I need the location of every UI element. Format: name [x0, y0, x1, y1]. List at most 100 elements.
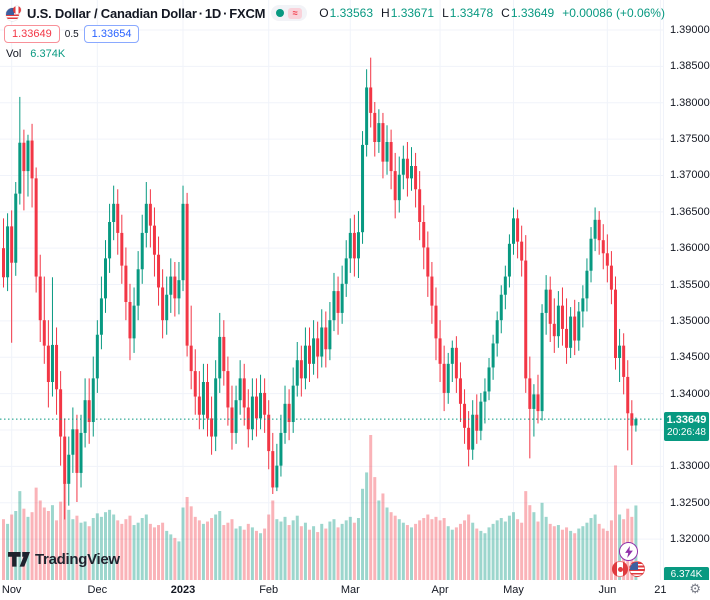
canada-flag-circle-icon[interactable] [612, 561, 628, 577]
candle-body [401, 158, 405, 175]
candle-body [267, 414, 271, 452]
candle-body [295, 360, 299, 386]
time-tick-label: Nov [1, 584, 22, 596]
volume-bar [361, 488, 365, 580]
volume-bar [418, 520, 422, 580]
candle-body [532, 394, 536, 409]
candle-body [332, 291, 336, 321]
candle-body [352, 232, 356, 259]
candle-body [410, 166, 413, 179]
quick-trade-lightning-button[interactable] [619, 542, 638, 561]
volume-bar [242, 529, 246, 580]
candle-body [324, 327, 328, 350]
volume-bar [50, 505, 54, 580]
volume-bar [320, 523, 324, 580]
time-tick-label: 21 [654, 584, 667, 596]
candle-body [116, 203, 120, 233]
candle-body [312, 338, 316, 364]
sell-bid-button[interactable]: 1.33649 [4, 25, 60, 43]
candle-body [336, 291, 340, 313]
time-axis[interactable]: ⚙ Nov Dec 2023 Feb Mar Apr May Jun 21 [0, 580, 710, 600]
volume-bar [287, 525, 291, 580]
volume-bar [104, 512, 107, 580]
volume-bar [401, 522, 405, 580]
volume-bar [450, 529, 454, 580]
price-tick-label: 1.32500 [670, 496, 710, 509]
us-flag-circle-icon[interactable] [629, 561, 645, 577]
current-price-badge: 1.33649 20:26:48 [664, 412, 709, 442]
volume-bar [328, 521, 332, 580]
volume-bar [495, 520, 499, 580]
candle-body [373, 112, 377, 143]
time-tick-label: Dec [87, 584, 108, 596]
volume-bar [18, 491, 22, 580]
candle-body [189, 345, 193, 372]
volume-bar [507, 515, 511, 580]
candle-body [597, 219, 601, 241]
volume-bar [173, 537, 177, 580]
time-tick-label: May [503, 584, 524, 596]
candle-body [614, 289, 617, 359]
volume-bar [483, 533, 487, 580]
tradingview-logo[interactable]: TradingView [8, 551, 120, 568]
candle-body [618, 345, 622, 359]
candle-body [128, 302, 132, 339]
candle-body [254, 396, 258, 419]
volume-bar [10, 514, 14, 580]
volume-bar [140, 518, 144, 580]
candle-body [344, 258, 348, 284]
candle-body [246, 407, 250, 430]
volume-bar [373, 477, 377, 580]
candle-body [528, 378, 532, 409]
market-status-pill[interactable]: ≈ [271, 5, 308, 21]
canada-flag-icon [13, 5, 21, 14]
candle-body [42, 320, 46, 346]
price-tick-label: 1.36500 [670, 205, 710, 218]
volume-bar [589, 518, 593, 580]
volume-bar [487, 527, 491, 580]
time-tick-label: 2023 [170, 584, 196, 596]
volume-value: 6.374K [30, 48, 66, 60]
candle-body [308, 345, 311, 364]
gear-icon[interactable]: ⚙ [689, 581, 701, 596]
volume-bar [193, 516, 197, 580]
candle-body [230, 407, 234, 433]
volume-bar [634, 505, 638, 580]
volume-bar [128, 515, 132, 580]
candle-body [303, 345, 307, 379]
volume-bar [308, 529, 311, 580]
candle-body [283, 403, 287, 433]
price-tick-label: 1.39000 [670, 24, 710, 36]
symbol-title[interactable]: U.S. Dollar / Canadian Dollar · 1D · FXCM [27, 5, 266, 21]
symbol-header: U.S. Dollar / Canadian Dollar · 1D · FXCM ≈ … [6, 5, 665, 21]
candle-body [275, 465, 279, 488]
volume-bar [389, 512, 393, 580]
time-tick-label: Mar [340, 584, 360, 596]
candle-body [222, 336, 226, 372]
price-axis[interactable]: 1.33649 20:26:48 6.374K 1.39000 1.38500 1.… [663, 0, 710, 582]
candle-body [104, 258, 107, 299]
candle-body [75, 429, 79, 473]
candle-body [6, 226, 10, 278]
volume-bar [63, 482, 67, 580]
volume-bar [157, 525, 161, 580]
buy-ask-button[interactable]: 1.33654 [83, 25, 140, 43]
volume-bar [67, 509, 71, 580]
volume-legend[interactable]: Vol 6.374K [6, 48, 65, 60]
volume-bar [458, 523, 462, 580]
candle-body [630, 413, 634, 426]
candle-body [605, 253, 609, 266]
volume-bar [365, 472, 369, 580]
candle-body [601, 240, 605, 254]
volume-bar [336, 527, 340, 580]
price-tick-label: 1.33000 [670, 460, 710, 473]
candle-body [95, 334, 99, 379]
price-tick-label: 1.35500 [670, 278, 710, 291]
volume-axis-badge: 6.374K [664, 567, 709, 582]
candle-body [10, 226, 14, 263]
volume-bar [26, 516, 30, 580]
candle-body [430, 276, 434, 306]
candle-body [63, 436, 67, 484]
candle-body [148, 203, 152, 226]
